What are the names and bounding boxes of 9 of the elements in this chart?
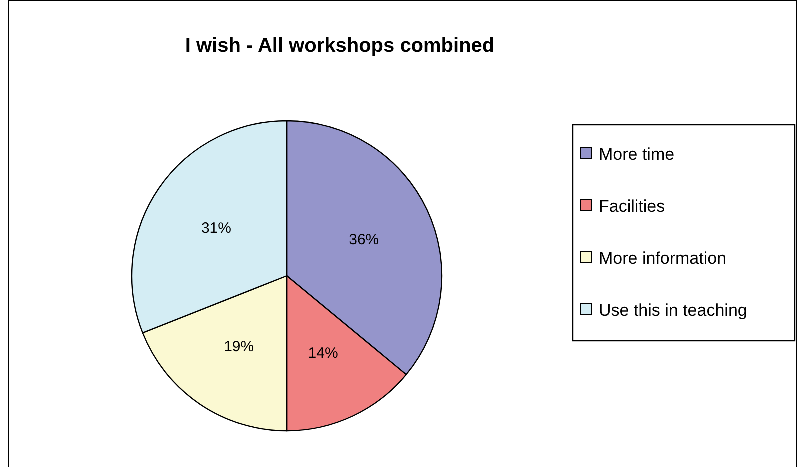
- legend-label: Facilities: [599, 197, 666, 216]
- legend-label: More information: [599, 249, 727, 268]
- legend-label: Use this in teaching: [599, 301, 748, 320]
- chart-title: I wish - All workshops combined: [185, 35, 495, 57]
- data-label: 36%: [349, 232, 380, 249]
- data-label: 31%: [201, 220, 232, 238]
- data-label: 19%: [224, 338, 254, 356]
- legend-label: More time: [599, 145, 675, 164]
- data-label: 14%: [308, 345, 338, 362]
